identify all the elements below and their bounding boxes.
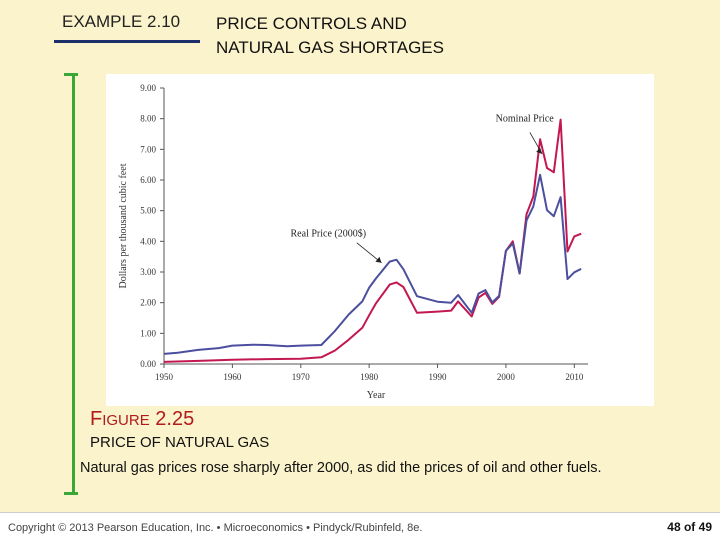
x-tick-label: 1970 xyxy=(292,372,311,382)
x-tick-label: 1990 xyxy=(429,372,448,382)
slide-title-line-2: NATURAL GAS SHORTAGES xyxy=(216,38,444,57)
figure-number-initial: F xyxy=(90,408,103,430)
slide-title-line-1: PRICE CONTROLS AND xyxy=(216,14,407,33)
real-price-arrowhead xyxy=(375,256,382,263)
nominal-price-arrowhead xyxy=(536,147,543,154)
x-axis-label: Year xyxy=(367,390,386,401)
real-price-annotation: Real Price (2000$) xyxy=(291,229,367,240)
y-tick-label: 1.00 xyxy=(140,328,156,338)
y-tick-label: 3.00 xyxy=(140,267,156,277)
figure-caption: Natural gas prices rose sharply after 20… xyxy=(80,460,602,476)
y-tick-label: 8.00 xyxy=(140,114,156,124)
y-tick-label: 9.00 xyxy=(140,83,156,93)
nominal-price-line xyxy=(163,118,582,363)
page-number: 48 of 49 xyxy=(667,520,712,534)
x-tick-label: 2000 xyxy=(497,372,516,382)
example-label: EXAMPLE 2.10 xyxy=(62,12,181,31)
footer-bar xyxy=(0,512,720,540)
slide-title: PRICE CONTROLS AND NATURAL GAS SHORTAGES xyxy=(216,12,444,60)
y-tick-label: 2.00 xyxy=(140,298,156,308)
example-underline xyxy=(54,40,200,43)
footer-divider xyxy=(0,512,720,513)
y-tick-label: 6.00 xyxy=(140,175,156,185)
y-tick-label: 7.00 xyxy=(140,144,156,154)
y-tick-label: 0.00 xyxy=(140,359,156,369)
x-tick-label: 1980 xyxy=(360,372,379,382)
natural-gas-price-chart: 0.00 1.00 2.00 3.00 4.00 5.00 6.00 7.00 8.00 9.00… xyxy=(118,83,588,401)
copyright-text: Copyright © 2013 Pearson Education, Inc.… xyxy=(8,522,423,534)
accent-bar-bottom-cap xyxy=(64,492,78,495)
nominal-price-annotation: Nominal Price xyxy=(496,114,555,125)
figure-number-value: 2.25 xyxy=(155,408,195,430)
figure-title: PRICE OF NATURAL GAS xyxy=(90,434,270,451)
y-tick-label: 4.00 xyxy=(140,236,156,246)
accent-bar xyxy=(72,74,75,494)
figure-number: FIGURE 2.25 xyxy=(90,408,194,431)
real-price-line xyxy=(163,173,582,355)
y-tick-label: 5.00 xyxy=(140,206,156,216)
x-tick-label: 2010 xyxy=(565,372,584,382)
y-axis-label: Dollars per thousand cubic feet xyxy=(118,163,129,288)
figure-number-rest: IGURE xyxy=(102,412,150,429)
x-tick-label: 1960 xyxy=(223,372,242,382)
accent-bar-top-cap xyxy=(64,73,78,76)
x-tick-label: 1950 xyxy=(155,372,174,382)
